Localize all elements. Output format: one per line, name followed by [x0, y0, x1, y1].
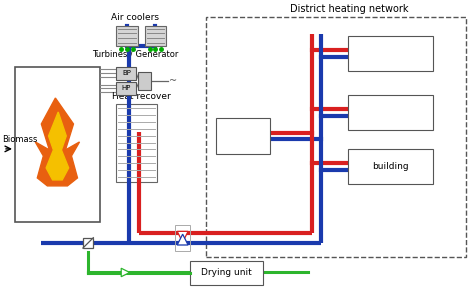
Text: Drying unit: Drying unit [201, 268, 252, 278]
Bar [206, 17, 466, 257]
Bar [175, 225, 190, 251]
Bar [117, 67, 137, 80]
Polygon shape [121, 268, 130, 277]
Bar [117, 26, 138, 45]
Bar [83, 238, 93, 248]
Text: Biomass: Biomass [1, 135, 37, 144]
Bar [15, 67, 100, 222]
Polygon shape [177, 234, 188, 245]
Text: Air coolers: Air coolers [111, 13, 159, 22]
Bar [117, 82, 137, 95]
Bar [138, 72, 152, 90]
Text: Turbines / Generator: Turbines / Generator [92, 49, 179, 58]
Bar [348, 149, 433, 184]
Bar [348, 95, 433, 130]
Polygon shape [177, 231, 188, 242]
Text: Heat recover: Heat recover [112, 92, 171, 101]
Text: HP: HP [122, 85, 131, 91]
Text: ~: ~ [169, 76, 178, 86]
Polygon shape [36, 98, 80, 186]
Bar [216, 118, 270, 154]
Text: District heating network: District heating network [290, 4, 409, 14]
Text: building: building [372, 162, 409, 171]
Polygon shape [46, 112, 69, 180]
Bar [348, 36, 433, 71]
Bar [145, 26, 166, 45]
Text: BP: BP [122, 70, 131, 76]
Bar [117, 104, 156, 182]
Bar [190, 261, 263, 285]
